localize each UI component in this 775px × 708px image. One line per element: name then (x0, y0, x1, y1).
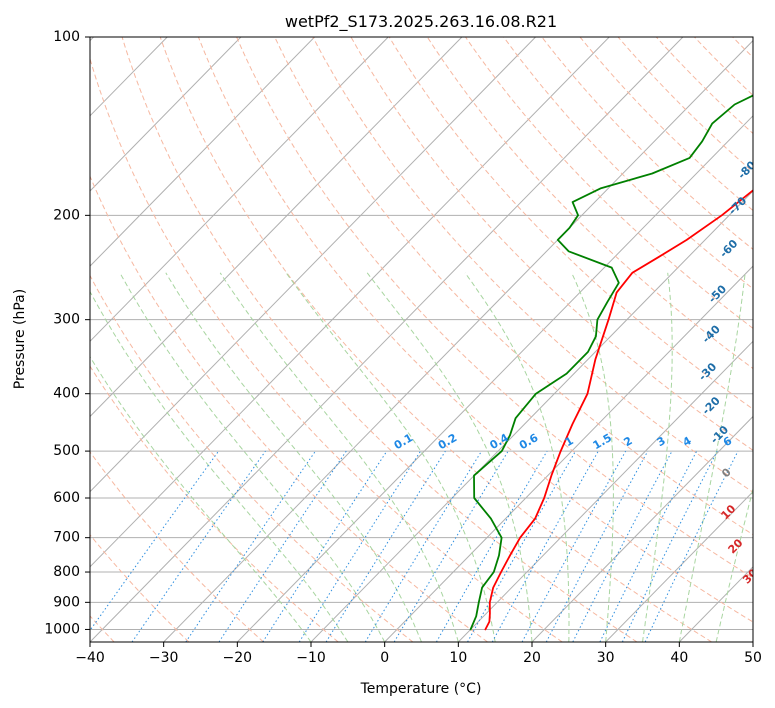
plot-area (90, 37, 753, 642)
dry-adiabat-line (274, 37, 753, 536)
dry-adiabat-line (312, 37, 753, 493)
mixing-ratio-line (467, 450, 577, 642)
y-tick-label: 500 (53, 443, 80, 459)
mixing-ratio-line (521, 450, 627, 642)
mixing-ratio-line (599, 450, 698, 642)
x-tick-label: 50 (744, 650, 762, 666)
mixing-ratio-line (218, 450, 347, 642)
x-tick-label: 10 (449, 650, 467, 666)
mixing-ratio-line (90, 450, 220, 632)
isotherm-line (531, 415, 753, 642)
x-tick-label: 30 (597, 650, 615, 666)
series-layer (469, 94, 753, 631)
mixing-ratio-line (185, 450, 316, 642)
y-tick-label: 200 (53, 207, 80, 223)
moist-adiabat-line (678, 272, 746, 642)
grid-layer (90, 37, 753, 642)
isotherm-line (384, 265, 753, 642)
dewpoint-profile-line (469, 94, 753, 631)
dry-adiabat-line (197, 37, 753, 623)
moist-adiabat-line (90, 290, 349, 642)
mixing-ratio-line (131, 450, 266, 642)
dry-adiabat-line (121, 37, 638, 642)
isotherm-line (457, 340, 753, 642)
isotherm-line (90, 37, 389, 343)
x-tick-label: −10 (296, 650, 326, 666)
moist-adiabat-line (642, 272, 673, 642)
y-tick-label: 800 (53, 564, 80, 580)
y-tick-label: 400 (53, 386, 80, 402)
dry-adiabat-line (579, 37, 753, 212)
dry-adiabat-line (426, 37, 753, 370)
y-tick-label: 100 (53, 29, 80, 45)
isotherm-line (90, 37, 684, 642)
x-tick-label: −30 (149, 650, 179, 666)
chart-title: wetPf2_S173.2025.263.16.08.R21 (285, 12, 557, 32)
mixing-ratio-line (545, 450, 649, 642)
isotherm-line (163, 39, 753, 642)
mixing-ratio-line (298, 450, 422, 642)
moist-adiabat-line (90, 355, 312, 642)
dry-adiabat-line (90, 174, 488, 642)
moist-adiabat-line (219, 272, 459, 642)
mixing-ratio-label: 8 (750, 434, 763, 449)
moist-adiabat-line (571, 272, 614, 642)
moist-adiabat-line (715, 487, 753, 642)
mixing-ratio-line (491, 450, 599, 642)
moist-adiabat-line (285, 272, 496, 642)
isotherm-line (236, 115, 753, 642)
dry-adiabat-label: -90 (748, 115, 771, 138)
x-tick-label: −40 (75, 650, 105, 666)
x-axis-label: Temperature (°C) (360, 681, 482, 697)
dry-adiabat-line (90, 274, 414, 642)
dry-adiabat-line (541, 37, 753, 250)
isotherm-line (90, 37, 610, 568)
dry-adiabat-line (90, 57, 563, 642)
dry-adiabat-line (236, 37, 753, 579)
dry-adiabat-line (159, 37, 712, 642)
isotherm-line (90, 37, 536, 493)
y-tick-label: 600 (53, 490, 80, 506)
dry-adiabat-line (465, 37, 753, 329)
y-tick-label: 300 (53, 312, 80, 328)
x-tick-label: −20 (223, 650, 253, 666)
mixing-ratio-line (364, 450, 483, 642)
y-tick-label: 700 (53, 530, 80, 546)
moist-adiabat-line (464, 272, 570, 642)
isotherm-line (90, 37, 463, 418)
axis-layer: −40 −30 −20 −10 0 10 20 30 40 50 100 200 300 400 500 60… (44, 29, 762, 666)
y-tick-label: 900 (53, 594, 80, 610)
y-axis-label: Pressure (hPa) (12, 289, 28, 389)
x-tick-label: 40 (670, 650, 688, 666)
mixing-ratio-line (621, 450, 718, 642)
y-tick-label: 1000 (44, 621, 80, 637)
dry-adiabat-line (90, 534, 190, 642)
isotherm-line (605, 490, 753, 642)
mixing-ratio-line (262, 450, 388, 642)
dry-adiabat-line (388, 37, 753, 410)
moist-adiabat-line (119, 272, 386, 642)
x-tick-label: 0 (380, 650, 389, 666)
isotherm-line (90, 37, 315, 267)
isotherm-line (310, 190, 753, 642)
plot-frame (89, 36, 754, 643)
moist-adiabat-line (366, 272, 533, 642)
x-tick-label: 20 (523, 650, 541, 666)
isotherm-line (90, 37, 242, 192)
temperature-profile-line (484, 189, 753, 631)
